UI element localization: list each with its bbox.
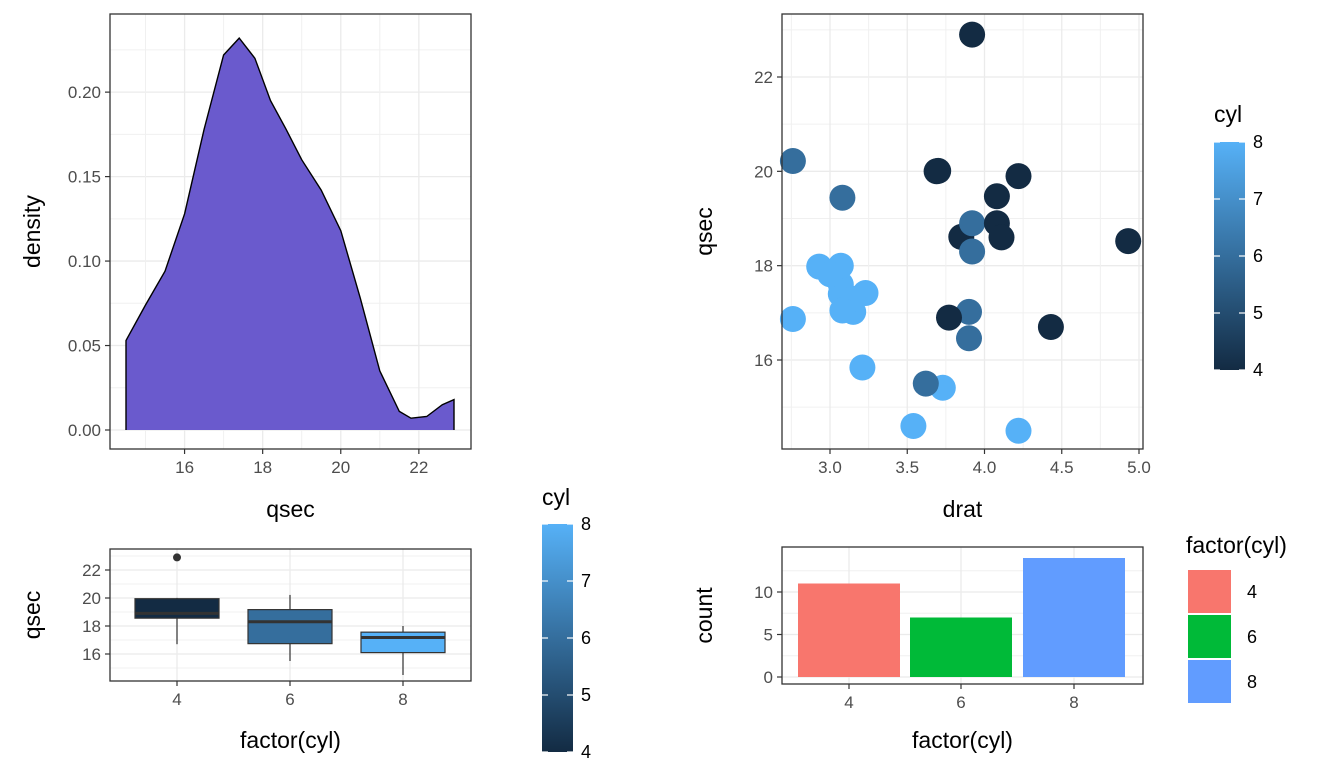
box-iqr-rect: [134, 598, 220, 619]
box-iqr-rect: [247, 609, 333, 645]
bar-y-tick-label: 5: [764, 626, 773, 645]
scatter-y-tick-label: 22: [754, 68, 773, 87]
density-y-tick-label: 0.15: [68, 168, 101, 187]
scatter-point: [900, 413, 927, 439]
scatter-point: [956, 325, 982, 352]
scatter-point: [959, 210, 986, 237]
scatter-point: [779, 306, 806, 332]
box-y-tick-label: 18: [82, 617, 101, 636]
scatter-y-tick-label: 16: [754, 351, 773, 370]
box-iqr-rect: [360, 631, 446, 654]
scatter-point: [912, 370, 939, 397]
bar-x-axis-title: factor(cyl): [912, 727, 1013, 753]
density-y-tick-label: 0.20: [68, 83, 101, 102]
bar-x-tick-label: 6: [956, 693, 965, 712]
scatter-point: [829, 297, 856, 324]
density-x-axis-title: qsec: [266, 496, 315, 522]
bar-y-axis-title: count: [691, 587, 717, 644]
scatter-x-axis-title: drat: [943, 496, 983, 522]
scatter-legend-label: 5: [1253, 303, 1263, 323]
density-x-tick-label: 22: [409, 458, 428, 477]
bar-legend-label: 8: [1247, 672, 1257, 692]
bar-legend-key: [1188, 660, 1231, 703]
scatter-legend-label: 8: [1253, 132, 1263, 152]
box-y-tick-label: 22: [82, 561, 101, 580]
scatter-legend-label: 6: [1253, 246, 1263, 266]
box-plot: 4 6 8 16 18 20 22 factor(cyl) qsec: [19, 548, 472, 753]
scatter-x-tick-label: 3.0: [818, 458, 842, 477]
bar-legend-label: 6: [1247, 627, 1257, 647]
scatter-point: [1115, 228, 1142, 255]
density-y-tick-label: 0.00: [68, 421, 101, 440]
scatter-point: [988, 224, 1015, 251]
box-legend-title: cyl: [542, 484, 570, 510]
bar-legend-key: [1188, 615, 1231, 658]
box-x-tick-label: 6: [285, 690, 294, 709]
scatter-color-legend: cyl 8 7 6 5 4: [1214, 101, 1263, 380]
bar-y-tick-label: 10: [754, 583, 773, 602]
box-legend-label: 4: [581, 742, 591, 762]
scatter-point: [936, 304, 962, 331]
scatter-plot: 3.0 3.5 4.0 4.5 5.0 16 18 20 22 drat qsec: [691, 13, 1151, 522]
scatter-point: [817, 261, 843, 288]
scatter-x-tick-label: 4.5: [1050, 458, 1074, 477]
box-legend-label: 6: [581, 628, 591, 648]
bar-panel-border: [781, 546, 1144, 685]
bar-x-tick-label: 4: [844, 693, 853, 712]
density-area: [126, 38, 454, 430]
scatter-point: [849, 354, 876, 381]
density-plot: 16 18 20 22 0.00 0.05 0.10 0.15 0.20 qsec density: [19, 13, 472, 522]
density-outline: [125, 37, 455, 430]
scatter-legend-label: 7: [1253, 189, 1263, 209]
scatter-panel-border: [781, 13, 1144, 450]
box-legend-label: 7: [581, 571, 591, 591]
bar-legend-label: 4: [1247, 582, 1257, 602]
box-legend-label: 5: [581, 685, 591, 705]
scatter-x-tick-label: 3.5: [895, 458, 919, 477]
density-y-tick-label: 0.05: [68, 337, 101, 356]
scatter-point: [956, 298, 982, 325]
box-x-axis-title: factor(cyl): [240, 727, 341, 753]
scatter-y-tick-label: 20: [754, 162, 773, 181]
density-x-tick-label: 20: [331, 458, 350, 477]
density-y-axis-title: density: [19, 195, 45, 268]
scatter-x-tick-label: 5.0: [1127, 458, 1151, 477]
scatter-y-tick-label: 18: [754, 257, 773, 276]
bar-y-tick-label: 0: [764, 668, 773, 687]
box-y-tick-label: 16: [82, 645, 101, 664]
bar-legend-title: factor(cyl): [1186, 532, 1287, 558]
box-x-tick-label: 4: [172, 690, 181, 709]
scatter-point: [1037, 314, 1064, 340]
box-outlier-point: [173, 553, 181, 562]
box-y-tick-label: 20: [82, 589, 101, 608]
scatter-point: [959, 238, 986, 265]
bar-rect: [1023, 558, 1125, 677]
bar-plot: 4 6 8 0 5 10 factor(cyl) count: [691, 546, 1144, 753]
bar-rect: [798, 583, 900, 677]
scatter-point: [829, 184, 856, 211]
bar-legend-key: [1188, 570, 1231, 613]
scatter-point: [925, 157, 952, 184]
density-panel-border: [109, 13, 472, 450]
box-legend-label: 8: [581, 514, 591, 534]
scatter-point: [959, 21, 986, 48]
bar-fill-legend: factor(cyl) 4 6 8: [1186, 532, 1287, 703]
scatter-point: [779, 148, 806, 174]
scatter-x-tick-label: 4.0: [973, 458, 997, 477]
scatter-point: [983, 183, 1010, 210]
density-x-tick-label: 18: [253, 458, 272, 477]
box-color-legend: cyl 8 7 6 5 4: [542, 484, 591, 762]
scatter-legend-label: 4: [1253, 360, 1263, 380]
scatter-point: [1005, 417, 1032, 444]
density-x-tick-label: 16: [175, 458, 194, 477]
scatter-point: [1005, 163, 1032, 190]
box-x-tick-label: 8: [398, 690, 407, 709]
scatter-y-axis-title: qsec: [691, 207, 717, 256]
bar-x-tick-label: 8: [1069, 693, 1078, 712]
bar-rect: [910, 617, 1012, 677]
box-y-axis-title: qsec: [19, 591, 45, 640]
scatter-legend-title: cyl: [1214, 101, 1242, 127]
density-y-tick-label: 0.10: [68, 252, 101, 271]
